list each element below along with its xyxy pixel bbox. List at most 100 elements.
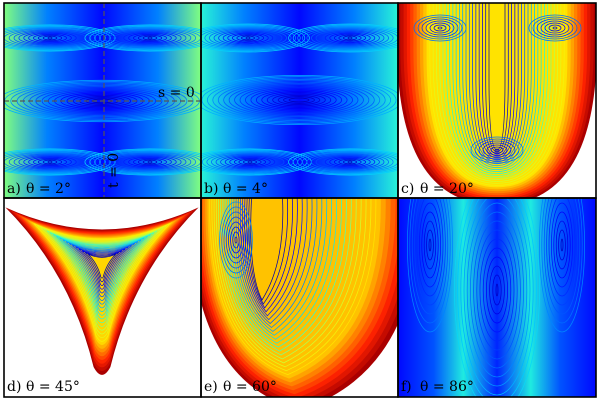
- contour-line: [315, 29, 385, 47]
- contour-line: [221, 206, 251, 274]
- contour-line: [433, 24, 447, 32]
- contour-line: [539, 198, 585, 333]
- contour-line: [218, 198, 357, 360]
- contour-line: [201, 76, 397, 124]
- contour-line: [245, 36, 251, 40]
- contour-line: [528, 14, 582, 42]
- contour-line: [222, 31, 274, 45]
- contour-line: [84, 252, 120, 283]
- contour-line: [490, 146, 504, 154]
- contour-line: [558, 229, 566, 261]
- contour-line: [423, 220, 437, 270]
- contour-line: [429, 22, 451, 34]
- contour-line: [41, 88, 163, 114]
- contour-line: [548, 198, 576, 297]
- contour-line: [292, 24, 398, 52]
- contour-line: [546, 198, 578, 306]
- contour-line: [37, 158, 63, 166]
- contour-line: [201, 24, 306, 52]
- contour-line: [37, 34, 63, 42]
- contour-line: [72, 244, 132, 298]
- contour-line: [425, 20, 455, 36]
- contour-line: [222, 198, 347, 352]
- contour-line: [449, 3, 545, 174]
- contour-line: [416, 198, 444, 297]
- contour-line: [320, 30, 380, 46]
- contour-line: [4, 150, 106, 174]
- contour-line: [234, 84, 364, 116]
- panel-e-tag: e): [204, 379, 218, 395]
- contour-line: [206, 77, 392, 123]
- contour-line: [426, 3, 568, 188]
- contour-line: [228, 221, 244, 259]
- contour-line: [204, 27, 292, 49]
- contour-line: [128, 156, 172, 168]
- contour-line: [288, 148, 398, 176]
- panel-d: [5, 207, 199, 375]
- contour-line: [479, 238, 515, 342]
- contour-line: [201, 23, 310, 53]
- contour-line: [209, 198, 377, 376]
- contour-line: [460, 198, 534, 396]
- contour-line: [87, 253, 117, 279]
- contour-line: [229, 156, 271, 168]
- contour-line: [47, 160, 53, 164]
- contour-line: [485, 3, 509, 153]
- contour-line: [343, 35, 357, 41]
- contour-line: [42, 159, 58, 165]
- contour-line: [426, 229, 434, 261]
- contour-line: [347, 36, 353, 40]
- contour-line: [23, 155, 77, 169]
- contour-line: [459, 3, 535, 169]
- contour-line: [212, 78, 386, 122]
- contour-line: [215, 198, 362, 364]
- contour-line: [272, 93, 326, 107]
- panel-f-angle: θ = 86°: [420, 379, 474, 395]
- contour-line: [46, 230, 158, 327]
- contour-line: [218, 30, 278, 46]
- contour-line: [233, 157, 267, 167]
- panel-e-angle: θ = 60°: [223, 379, 277, 395]
- contour-line: [227, 32, 269, 44]
- contour-line: [49, 232, 155, 324]
- contour-line: [65, 241, 139, 305]
- contour-line: [30, 221, 174, 346]
- contour-line: [33, 33, 67, 43]
- contour-line: [311, 153, 389, 171]
- contour-line: [231, 33, 265, 43]
- contour-line: [436, 3, 558, 182]
- contour-line: [560, 238, 564, 252]
- guide-t-label: t = 0: [106, 153, 122, 188]
- contour-line: [468, 3, 526, 163]
- panel-a-tag: a): [7, 181, 21, 197]
- contour-line: [223, 211, 249, 269]
- contour-line: [4, 24, 116, 52]
- contour-line: [133, 33, 167, 43]
- contour-line: [89, 25, 201, 51]
- contour-line: [81, 250, 123, 286]
- contour-line: [47, 36, 53, 40]
- contour-line: [428, 238, 432, 252]
- contour-line: [40, 226, 164, 335]
- panel-c-angle: θ = 20°: [420, 181, 474, 197]
- contour-line: [4, 149, 111, 175]
- contour-line: [224, 198, 342, 348]
- contour-line: [417, 16, 463, 40]
- contour-line: [266, 92, 332, 108]
- contour-line: [244, 198, 298, 313]
- contour-line: [541, 198, 583, 324]
- contour-line: [219, 201, 253, 279]
- contour-line: [239, 85, 359, 115]
- contour-line: [72, 94, 132, 108]
- contour-line: [536, 18, 574, 38]
- contour-line: [486, 144, 508, 156]
- contour-line: [28, 32, 72, 44]
- contour-line: [245, 86, 353, 114]
- contour-line: [235, 198, 318, 328]
- contour-line: [277, 94, 321, 106]
- panel-c-tag: c): [401, 181, 414, 197]
- contour-line: [411, 198, 449, 315]
- contour-line: [324, 31, 376, 45]
- contour-line: [250, 198, 284, 301]
